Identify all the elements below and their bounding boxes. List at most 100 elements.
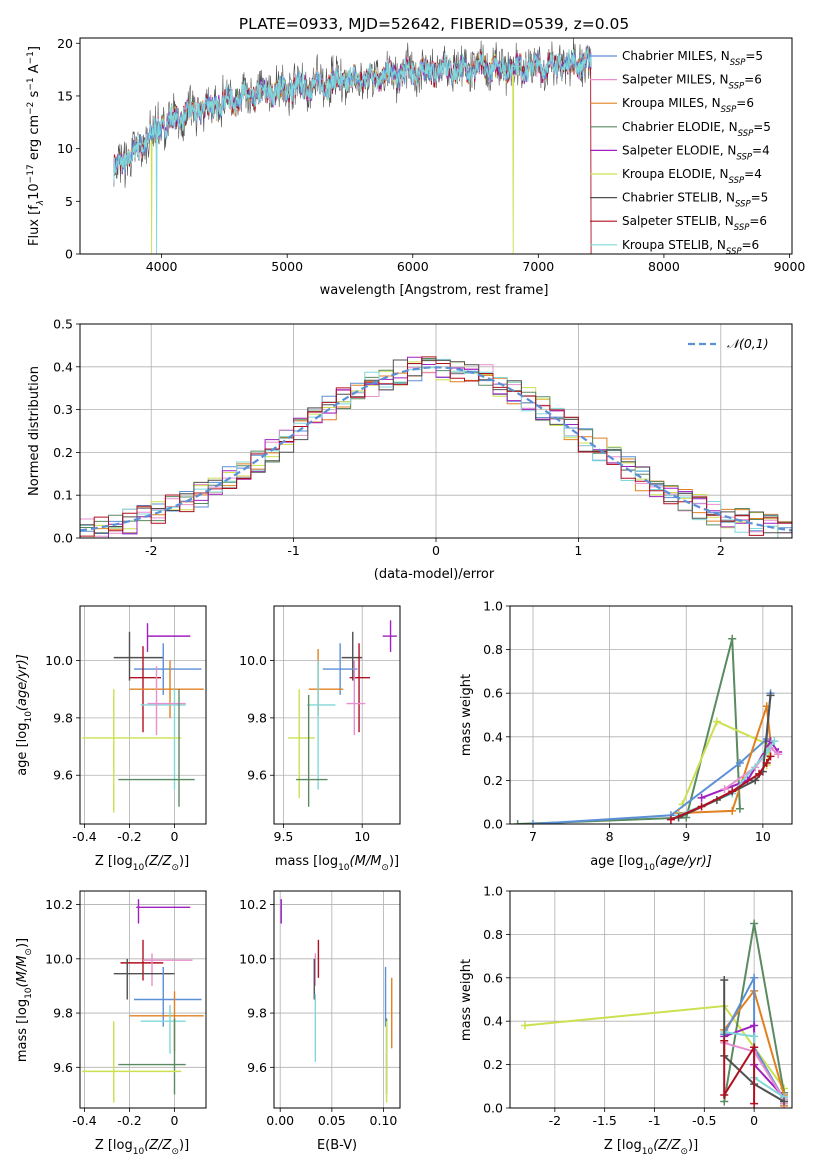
x-tick-label: 10 — [755, 829, 771, 844]
weight-marker — [751, 776, 760, 785]
x-axis-label: Z [log10(Z/Z⊙)] — [95, 854, 189, 873]
legend-entry: Chabrier MILES, NSSP=5 — [622, 49, 763, 68]
residuals-axes: -2 -1 0 1 2 0.0 0.1 0.2 0.3 0.4 0.5 — [53, 317, 793, 558]
y-tick-label: 0.4 — [483, 729, 503, 744]
y-tick-label: 10.2 — [45, 897, 73, 912]
weight-marker — [728, 634, 737, 643]
x-tick-label: 0 — [432, 543, 440, 558]
y-tick-label: 0.6 — [483, 970, 503, 985]
weight-marker — [780, 1097, 789, 1106]
y-tick-label: 0.1 — [53, 488, 73, 503]
y-tick-label: 5 — [65, 194, 73, 209]
weight-marker — [720, 975, 729, 984]
spectrum-line-kroupa-stelib — [113, 48, 592, 254]
y-tick-label: 9.8 — [247, 710, 267, 725]
legend-entry: 𝒩(0,1) — [727, 336, 769, 351]
y-tick-label: 9.6 — [53, 1060, 73, 1075]
weight-marker — [750, 1099, 759, 1108]
axes-frame — [273, 890, 401, 1109]
x-axis-label: E(B-V) — [317, 1138, 357, 1153]
weight-marker — [697, 802, 706, 811]
x-axis-label: wavelength [Angstrom, rest frame] — [320, 283, 549, 298]
legend-entry: Chabrier STELIB, NSSP=5 — [622, 191, 768, 210]
weight-marker — [720, 1036, 729, 1045]
normal-curve — [80, 366, 792, 532]
weight-marker — [728, 787, 737, 796]
weight-marker — [766, 691, 775, 700]
y-tick-label: 0.8 — [483, 927, 503, 942]
label-part: 10 — [642, 1147, 654, 1157]
weight-marker — [697, 793, 706, 802]
x-tick-label: 0 — [750, 1113, 758, 1128]
y-tick-label: 0 — [65, 247, 73, 262]
axes-frame — [273, 605, 401, 825]
axes-frame — [79, 605, 207, 825]
label-part: age [log — [15, 723, 30, 776]
x-tick-label: 1 — [574, 543, 582, 558]
legend-entry: Chabrier ELODIE, NSSP=5 — [622, 120, 771, 139]
x-tick-label: 0 — [171, 1113, 179, 1128]
label-part: age [log — [590, 854, 643, 869]
weight-marker — [750, 1032, 759, 1041]
label-part: (Z/Z — [144, 1138, 172, 1153]
label-part: ⊙ — [171, 1147, 179, 1157]
weight-marker — [755, 769, 764, 778]
y-axis-label: age [log10(age/yr)] — [15, 654, 34, 776]
x-tick-label: 7000 — [522, 259, 554, 274]
label-part: 10 — [24, 711, 34, 723]
x-tick-label: 8000 — [648, 259, 680, 274]
label-part: (age/yr)] — [15, 654, 30, 711]
age-vs-mass-axes: 9.5 10 9.6 9.8 10.0 — [239, 605, 401, 844]
x-tick-label: -1 — [287, 543, 299, 558]
label-part: ⊙ — [381, 863, 389, 873]
y-tick-label: 9.6 — [53, 768, 73, 783]
y-axis-label: mass weight — [459, 959, 474, 1041]
y-tick-label: 9.8 — [247, 1006, 267, 1021]
x-tick-label: 9 — [682, 829, 690, 844]
x-tick-label: 8 — [606, 829, 614, 844]
weight-marker — [750, 919, 759, 928]
x-tick-label: 7 — [529, 829, 537, 844]
y-tick-label: 0.6 — [483, 686, 503, 701]
label-part: 10 — [133, 863, 145, 873]
y-tick-label: 15 — [57, 88, 73, 103]
x-tick-label: 0.05 — [318, 1113, 346, 1128]
mass-weight-vs-z-axes: -2 -1.5 -1 -0.5 0 0.0 0.2 0.4 0.6 0.8 1.0 — [483, 884, 793, 1128]
label-part: 10 — [24, 987, 34, 999]
weight-marker — [750, 1021, 759, 1030]
weight-line-kroupa-elodie — [681, 720, 772, 805]
mass-weight-vs-age-axes: 7 8 9 10 0.0 0.2 0.4 0.6 0.8 1.0 — [483, 599, 793, 844]
x-tick-label: 0 — [171, 829, 179, 844]
histogram-step-salpeter-stelib — [80, 356, 792, 537]
y-tick-label: 9.6 — [247, 768, 267, 783]
x-tick-label: 2 — [717, 543, 725, 558]
spectrum-axes: Chabrier MILES, NSSP=5 Salpeter MILES, NS… — [57, 36, 805, 274]
label-part: )] — [389, 854, 399, 869]
label-part: Z [log — [95, 854, 133, 869]
mass-vs-ebv-axes: 0.00 0.05 0.10 9.6 9.8 10.0 10.2 — [239, 890, 401, 1128]
weight-marker — [770, 737, 779, 746]
weight-marker — [735, 758, 744, 767]
y-tick-label: 20 — [57, 36, 73, 51]
y-axis-label: mass weight — [459, 674, 474, 756]
weight-marker — [528, 820, 537, 824]
label-part: (Z/Z — [144, 854, 172, 869]
x-tick-label: -0.4 — [72, 1113, 96, 1128]
y-tick-label: 0.5 — [53, 317, 73, 332]
label-part: Z [log — [604, 1138, 642, 1153]
weight-line-chabrier-elodie — [517, 638, 741, 824]
x-tick-label: 0.00 — [266, 1113, 294, 1128]
label-part: 10 — [338, 863, 350, 873]
age-vs-mass-plot-area — [288, 620, 397, 807]
mass-weight-vs-z-plot-area — [520, 919, 789, 1108]
weight-marker — [666, 815, 675, 824]
label-part: (M/M — [350, 854, 382, 869]
x-axis-label: Z [log10(Z/Z⊙)] — [604, 1138, 698, 1157]
label-part: ⊙ — [171, 863, 179, 873]
label-part: )] — [179, 1138, 189, 1153]
mass-vs-z-axes: -0.4 -0.2 0 9.6 9.8 10.0 10.2 — [45, 890, 207, 1128]
weight-line-salpeter-stelib — [723, 1040, 756, 1104]
y-tick-label: 0.4 — [483, 1014, 503, 1029]
y-axis-label: Flux [fλ10−17 erg cm−2 s−1 A−1] — [26, 46, 46, 246]
